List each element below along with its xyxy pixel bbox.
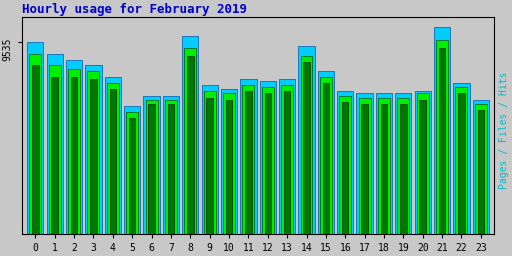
Bar bbox=[187, 56, 194, 234]
Bar bbox=[303, 62, 310, 234]
Bar bbox=[265, 93, 271, 234]
Bar bbox=[478, 110, 484, 234]
Bar bbox=[143, 95, 160, 234]
Bar bbox=[436, 40, 448, 234]
Bar bbox=[167, 104, 174, 234]
Bar bbox=[456, 87, 467, 234]
Bar bbox=[240, 79, 257, 234]
Bar bbox=[323, 83, 329, 234]
Bar bbox=[107, 83, 119, 234]
Bar bbox=[165, 100, 177, 234]
Bar bbox=[221, 89, 237, 234]
Bar bbox=[419, 100, 426, 234]
Bar bbox=[337, 91, 353, 234]
Bar bbox=[71, 77, 77, 234]
Bar bbox=[356, 93, 373, 234]
Bar bbox=[110, 89, 116, 234]
Bar bbox=[458, 93, 465, 234]
Bar bbox=[281, 85, 293, 234]
Bar bbox=[145, 100, 158, 234]
Bar bbox=[204, 91, 216, 234]
Bar bbox=[184, 48, 196, 234]
Bar bbox=[397, 98, 409, 234]
Bar bbox=[260, 81, 276, 234]
Bar bbox=[439, 48, 445, 234]
Bar bbox=[358, 98, 371, 234]
Bar bbox=[262, 87, 274, 234]
Bar bbox=[298, 46, 315, 234]
Bar bbox=[68, 69, 80, 234]
Bar bbox=[342, 102, 349, 234]
Bar bbox=[124, 106, 140, 234]
Bar bbox=[126, 112, 138, 234]
Bar bbox=[475, 104, 487, 234]
Bar bbox=[32, 65, 38, 234]
Bar bbox=[400, 104, 407, 234]
Bar bbox=[395, 93, 412, 234]
Bar bbox=[417, 93, 429, 234]
Bar bbox=[376, 93, 392, 234]
Bar bbox=[90, 79, 97, 234]
Bar bbox=[104, 77, 121, 234]
Bar bbox=[148, 104, 155, 234]
Bar bbox=[339, 95, 351, 234]
Bar bbox=[378, 98, 390, 234]
Bar bbox=[226, 100, 232, 234]
Bar bbox=[86, 65, 101, 234]
Bar bbox=[223, 93, 235, 234]
Bar bbox=[434, 27, 450, 234]
Bar bbox=[206, 98, 213, 234]
Bar bbox=[163, 95, 179, 234]
Bar bbox=[88, 71, 99, 234]
Bar bbox=[473, 100, 489, 234]
Bar bbox=[52, 77, 58, 234]
Bar bbox=[182, 36, 199, 234]
Bar bbox=[453, 83, 470, 234]
Bar bbox=[381, 104, 387, 234]
Bar bbox=[29, 54, 41, 234]
Bar bbox=[66, 60, 82, 234]
Bar bbox=[415, 91, 431, 234]
Bar bbox=[202, 85, 218, 234]
Bar bbox=[284, 91, 290, 234]
Bar bbox=[47, 54, 63, 234]
Bar bbox=[279, 79, 295, 234]
Text: Hourly usage for February 2019: Hourly usage for February 2019 bbox=[22, 3, 247, 16]
Bar bbox=[243, 85, 254, 234]
Bar bbox=[27, 42, 44, 234]
Bar bbox=[49, 65, 61, 234]
Bar bbox=[361, 104, 368, 234]
Bar bbox=[318, 71, 334, 234]
Bar bbox=[301, 56, 312, 234]
Bar bbox=[129, 118, 136, 234]
Bar bbox=[245, 91, 252, 234]
Bar bbox=[320, 77, 332, 234]
